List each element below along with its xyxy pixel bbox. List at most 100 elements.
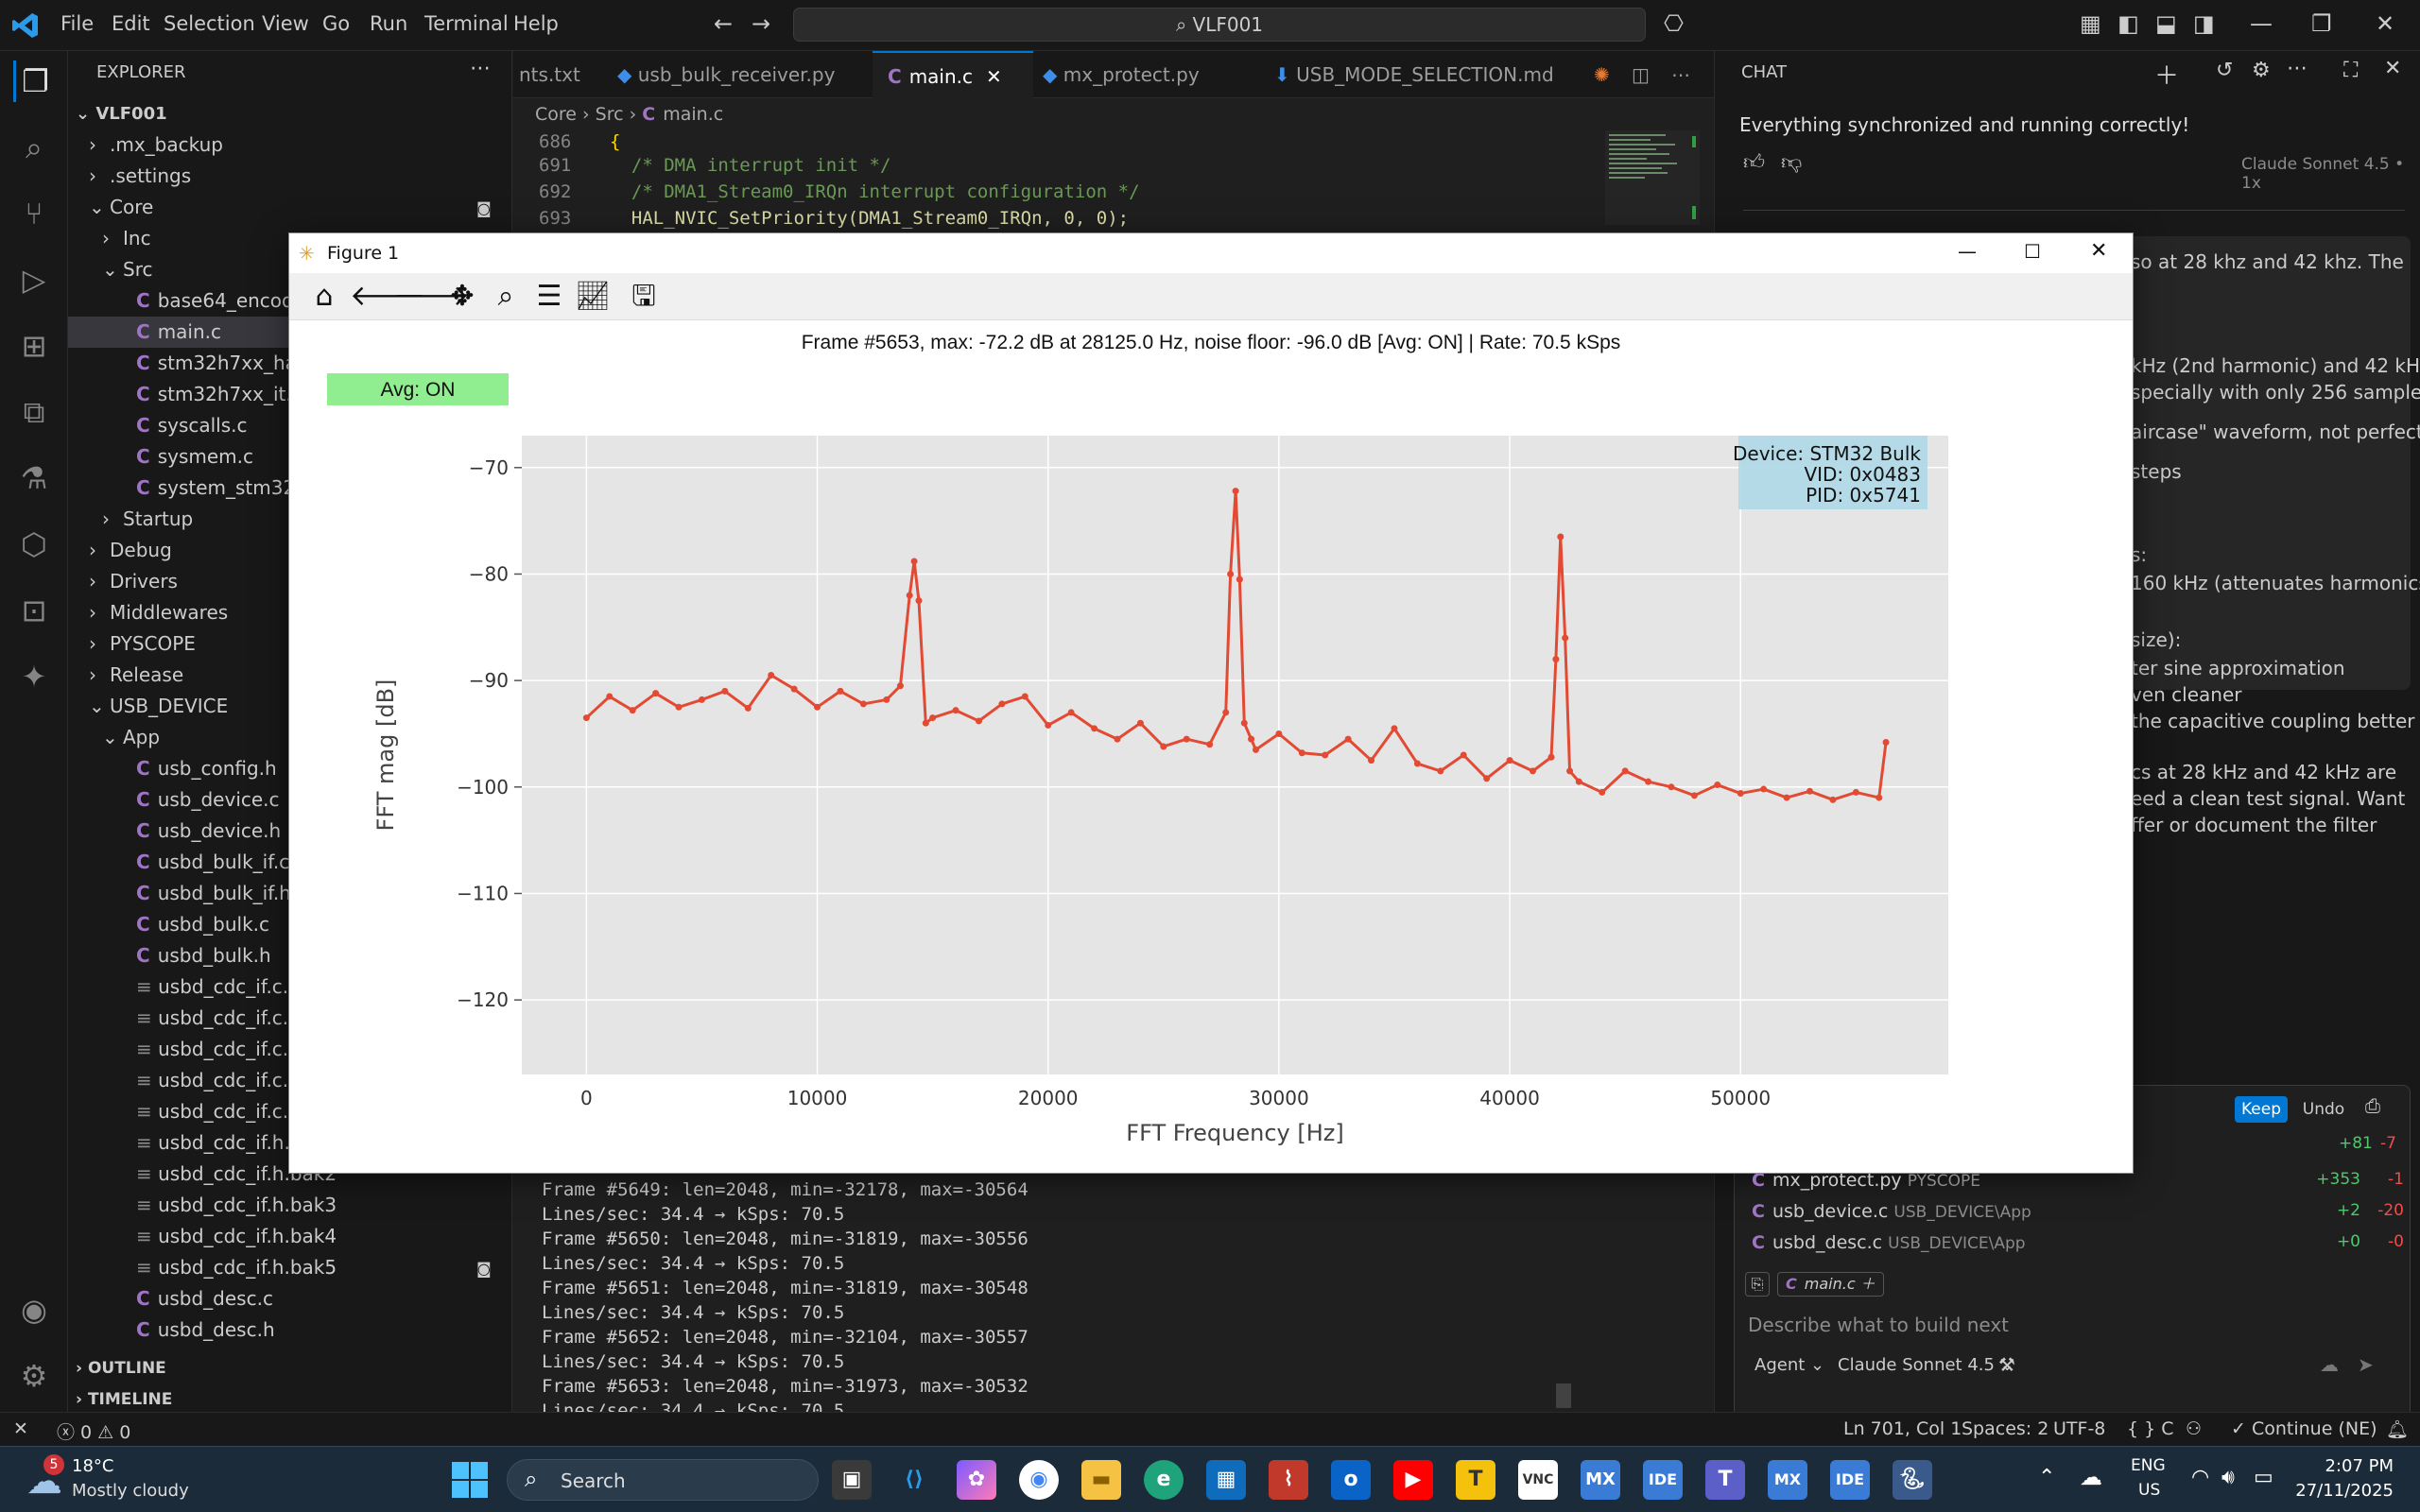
tab-notes[interactable]: nts.txt	[519, 63, 580, 86]
figure-minimize-icon[interactable]: —	[1958, 240, 1977, 263]
nav-forward-icon[interactable]: →	[752, 10, 771, 37]
vscode-logo-icon[interactable]	[11, 11, 40, 40]
folder-item[interactable]: ⌄ Core	[68, 192, 511, 223]
stm32cubeide-icon[interactable]: IDE	[1643, 1460, 1683, 1500]
nav-back-icon[interactable]: ←	[714, 10, 734, 37]
model-dropdown[interactable]: Claude Sonnet 4.5 ⌄	[1838, 1355, 2014, 1375]
pan-icon[interactable]: ✥	[450, 280, 475, 313]
menu-go[interactable]: Go	[322, 12, 351, 35]
cursor-position[interactable]: Ln 701, Col 1	[1843, 1418, 1962, 1439]
stm32cubemx-icon[interactable]: MX	[1581, 1460, 1620, 1500]
tab-usb-bulk-receiver[interactable]: ◆ usb_bulk_receiver.py	[617, 63, 836, 86]
folder-item[interactable]: › Middlewares	[68, 597, 511, 628]
folder-item[interactable]: › .settings	[68, 161, 511, 192]
menu-terminal[interactable]: Terminal	[424, 12, 509, 35]
file-item[interactable]: ≡ usbd_cdc_if.h.bak3	[68, 1190, 511, 1221]
menu-edit[interactable]: Edit	[112, 12, 150, 35]
volume-icon[interactable]: 🔊︎	[2221, 1466, 2235, 1489]
folder-item[interactable]: › Inc	[68, 223, 511, 254]
start-button[interactable]	[452, 1462, 488, 1502]
minimap[interactable]	[1605, 130, 1700, 225]
weather-temp[interactable]: 18°C	[72, 1456, 114, 1476]
new-chat-icon[interactable]: ＋	[2154, 62, 2180, 91]
clock-date[interactable]: 27/11/2025	[2295, 1481, 2394, 1501]
code-line[interactable]: /* DMA interrupt init */	[610, 155, 891, 176]
menu-selection[interactable]: Selection	[164, 12, 255, 35]
close-tab-icon[interactable]: ✕	[986, 65, 1002, 88]
terminal-scrollbar[interactable]	[1556, 1383, 1571, 1408]
menu-run[interactable]: Run	[370, 12, 408, 35]
notifications-icon[interactable]: 🔔︎	[2386, 1419, 2410, 1440]
scope-app-icon[interactable]: ⌇	[1269, 1460, 1308, 1500]
split-editor-icon[interactable]: ◫	[1632, 63, 1650, 86]
language-mode[interactable]: { } C	[2127, 1418, 2174, 1439]
chat-more-icon[interactable]: ⋯	[2287, 57, 2308, 80]
encoding[interactable]: UTF-8	[2053, 1418, 2106, 1439]
minimize-icon[interactable]: —	[2250, 10, 2273, 37]
menu-file[interactable]: File	[60, 12, 95, 35]
close-chat-icon[interactable]: ✕	[2384, 57, 2402, 80]
tab-usb-mode-selection[interactable]: ⬇ USB_MODE_SELECTION.md	[1274, 63, 1554, 86]
indentation[interactable]: Spaces: 2	[1962, 1418, 2049, 1439]
code-line[interactable]: HAL_NVIC_SetPriority(DMA1_Stream0_IRQn, …	[610, 208, 1130, 229]
copilot-agent-icon[interactable]: ⬡	[21, 526, 47, 562]
settings-gear-icon[interactable]: ⚙	[20, 1358, 48, 1394]
toggle-secondary-sidebar-icon[interactable]: ◨	[2193, 10, 2215, 37]
keep-button[interactable]: Keep	[2235, 1096, 2288, 1123]
tray-overflow-icon[interactable]: ⌃	[2038, 1466, 2056, 1489]
file-explorer-icon[interactable]: ▬	[1081, 1460, 1121, 1500]
folder-item[interactable]: › PYSCOPE	[68, 628, 511, 660]
breadcrumb-file[interactable]: main.c	[663, 104, 724, 125]
undo-button[interactable]: Undo	[2302, 1100, 2345, 1119]
stm32cubeide-2-icon[interactable]: IDE	[1830, 1460, 1870, 1500]
edge-icon[interactable]: e	[1144, 1460, 1184, 1500]
thumbs-up-icon[interactable]: 👍︎	[1743, 151, 1765, 175]
cloud-tray-icon[interactable]: ☁	[2080, 1464, 2102, 1490]
explorer-icon[interactable]: ❐	[13, 60, 55, 102]
run-debug-icon[interactable]: ▷	[22, 262, 46, 298]
back-arrow-icon[interactable]: 🡐	[350, 280, 426, 313]
breadcrumb-core[interactable]: Core	[535, 104, 577, 125]
clock-time[interactable]: 2:07 PM	[2325, 1456, 2394, 1476]
attach-icon[interactable]: ⎘	[1745, 1272, 1770, 1297]
customize-layout-icon[interactable]: ▦	[2080, 10, 2101, 37]
store-icon[interactable]: ▦	[1206, 1460, 1246, 1500]
more-actions-icon[interactable]: ⋯	[470, 57, 491, 80]
send-icon[interactable]: ➤	[2358, 1353, 2374, 1376]
folder-item[interactable]: › Release	[68, 660, 511, 691]
language-indicator[interactable]: ENG	[2131, 1456, 2166, 1475]
taskbar-search[interactable]: ⌕ Search	[507, 1459, 819, 1501]
forward-arrow-icon[interactable]: 🡒	[393, 280, 470, 313]
search-icon[interactable]: ⌕	[26, 129, 43, 165]
configure-subplots-icon[interactable]: ☰	[536, 280, 562, 313]
toggle-sidebar-icon[interactable]: ◧	[2118, 10, 2139, 37]
account-icon[interactable]: ◉	[21, 1292, 47, 1328]
file-item[interactable]: ≡ usbd_cdc_if.h.bak4	[68, 1221, 511, 1252]
home-icon[interactable]: ⌂	[315, 280, 334, 313]
view-changes-icon[interactable]: ⎙	[2365, 1094, 2380, 1117]
code-line[interactable]: {	[610, 131, 621, 152]
copilot-spark-icon[interactable]: ✺	[1594, 63, 1610, 86]
folder-item[interactable]: › .mx_backup	[68, 129, 511, 161]
timeline-section[interactable]: › TIMELINE	[76, 1390, 173, 1409]
source-control-icon[interactable]: ⑂	[25, 196, 43, 232]
weather-desc[interactable]: Mostly cloudy	[72, 1481, 189, 1501]
copilot-icon[interactable]: ⎔	[1664, 10, 1684, 37]
zoom-icon[interactable]: ⌕	[497, 280, 514, 313]
remote-icon[interactable]: ✕	[13, 1418, 28, 1439]
folder-item[interactable]: › Startup	[68, 504, 511, 535]
command-center[interactable]: ⌕ VLF001	[793, 8, 1646, 42]
task-view-icon[interactable]: ▣	[832, 1460, 872, 1500]
